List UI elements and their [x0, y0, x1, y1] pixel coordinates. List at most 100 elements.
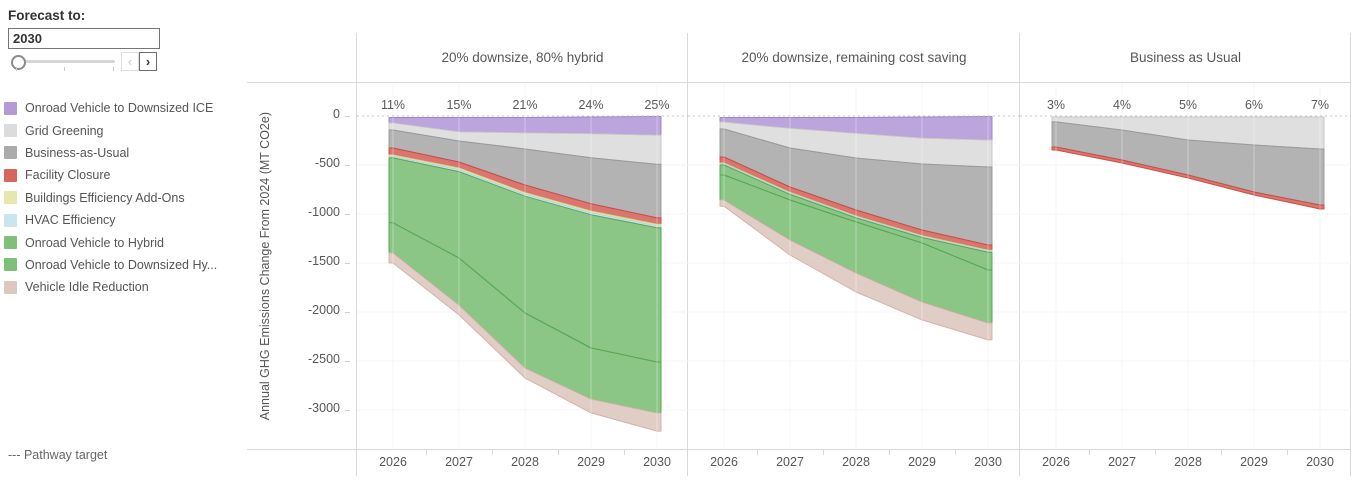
chevron-right-icon: › — [145, 54, 151, 69]
legend-item-label: Business-as-Usual — [25, 145, 130, 160]
forecast-filter-label: Forecast to: — [8, 8, 86, 23]
x-axis-tick — [757, 449, 758, 455]
chevron-left-icon: ‹ — [127, 54, 133, 69]
legend-swatch-icon — [4, 280, 17, 294]
legend-item[interactable]: Onroad Vehicle to Downsized Hy... — [4, 254, 254, 276]
legend-item[interactable]: Buildings Efficiency Add-Ons — [4, 187, 254, 209]
panel-title: 20% downsize, 80% hybrid — [441, 50, 604, 65]
x-axis-year-label: 2027 — [1108, 455, 1136, 469]
x-axis-tick — [624, 449, 625, 455]
x-axis-line — [247, 449, 1351, 450]
x-axis-tick — [889, 449, 890, 455]
legend-item-label: Buildings Efficiency Add-Ons — [25, 190, 185, 205]
y-tick-label: -2500 — [308, 352, 340, 366]
x-axis-year-label: 2028 — [1174, 455, 1202, 469]
legend-item-label: Onroad Vehicle to Downsized ICE — [25, 101, 214, 116]
color-legend: Onroad Vehicle to Downsized ICE Grid Gree… — [4, 97, 254, 299]
forecast-year-input[interactable] — [8, 28, 160, 49]
slider-next-button[interactable]: › — [139, 52, 157, 71]
x-axis-tick — [1221, 449, 1222, 455]
area-vehicle-idle-reduction[interactable] — [388, 252, 662, 432]
header-bottom-border — [247, 82, 1351, 83]
x-axis-year-label: 2026 — [710, 455, 738, 469]
x-axis-tick — [823, 449, 824, 455]
legend-item-label: Vehicle Idle Reduction — [25, 280, 149, 295]
slider-tick — [64, 67, 65, 71]
y-tick-label: -3000 — [308, 401, 340, 415]
x-axis-year-label: 2027 — [776, 455, 804, 469]
pathway-target-percent-label: 4% — [1113, 98, 1131, 112]
y-tick-mark — [345, 263, 350, 264]
x-axis-tick — [1155, 449, 1156, 455]
panel-divider — [1350, 33, 1351, 476]
pathway-target-percent-label: 6% — [1245, 98, 1263, 112]
legend-swatch-icon — [4, 146, 17, 160]
panel-divider — [687, 33, 688, 476]
slider-tick — [16, 67, 17, 71]
panel-divider — [356, 33, 357, 476]
pathway-target-note: --- Pathway target — [8, 448, 108, 462]
legend-item[interactable]: HVAC Efficiency — [4, 209, 254, 231]
x-axis-tick — [955, 449, 956, 455]
chart-plot-area: 11% 15% 21% 24% 25% — [357, 83, 688, 449]
x-axis-tick — [558, 449, 559, 455]
y-axis-title-wrap: Annual GHG Emissions Change From 2024 (M… — [252, 83, 278, 449]
pathway-target-percent-label: 5% — [1179, 98, 1197, 112]
x-axis-tick — [492, 449, 493, 455]
x-axis-year-label: 2030 — [974, 455, 1002, 469]
x-axis-year-label: 2027 — [445, 455, 473, 469]
pathway-target-percent-label: 25% — [644, 98, 669, 112]
y-tick-label: -500 — [314, 156, 340, 170]
panel-title: 20% downsize, remaining cost saving — [741, 50, 967, 65]
legend-item-label: HVAC Efficiency — [25, 213, 116, 228]
y-tick-label: -1500 — [308, 254, 340, 268]
y-tick-mark — [345, 214, 350, 215]
legend-item[interactable]: Business-as-Usual — [4, 142, 254, 164]
legend-swatch-icon — [4, 213, 17, 227]
pathway-target-percent-label: 21% — [512, 98, 537, 112]
x-axis-year-label: 2030 — [1306, 455, 1334, 469]
x-axis-tick — [1287, 449, 1288, 455]
x-axis-year-label: 2029 — [908, 455, 936, 469]
panel-divider — [1019, 33, 1020, 476]
legend-item[interactable]: Grid Greening — [4, 119, 254, 141]
y-tick-label: -1000 — [308, 205, 340, 219]
legend-swatch-icon — [4, 236, 17, 250]
x-axis-year-label: 2029 — [1240, 455, 1268, 469]
y-tick-mark — [345, 361, 350, 362]
x-axis-year-label: 2028 — [842, 455, 870, 469]
y-tick-mark — [345, 165, 350, 166]
legend-item-label: Grid Greening — [25, 123, 104, 138]
legend-swatch-icon — [4, 258, 17, 272]
legend-item[interactable]: Facility Closure — [4, 164, 254, 186]
y-tick-label: 0 — [333, 107, 340, 121]
legend-swatch-icon — [4, 124, 17, 138]
y-tick-mark — [345, 116, 350, 117]
pathway-target-percent-label: 15% — [446, 98, 471, 112]
chart-plot-area: 3% 4% 5% 6% 7% — [1020, 83, 1351, 449]
panel-title: Business as Usual — [1129, 50, 1242, 65]
area-vehicle-idle-reduction[interactable] — [719, 199, 993, 341]
chart-plot-area — [688, 83, 1020, 449]
legend-swatch-icon — [4, 101, 17, 115]
x-axis-year-label: 2026 — [379, 455, 407, 469]
x-axis-tick — [426, 449, 427, 455]
pathway-target-percent-label: 11% — [381, 98, 405, 112]
y-tick-label: -2000 — [308, 303, 340, 317]
pathway-target-percent-label: 24% — [578, 98, 603, 112]
y-tick-mark — [345, 410, 350, 411]
area-facility-closure[interactable] — [1051, 146, 1325, 210]
legend-item[interactable]: Onroad Vehicle to Downsized ICE — [4, 97, 254, 119]
y-axis-title: Annual GHG Emissions Change From 2024 (M… — [258, 111, 272, 421]
forecast-slider-handle[interactable] — [11, 55, 26, 70]
forecast-slider-track[interactable] — [13, 60, 115, 63]
x-axis-tick — [1089, 449, 1090, 455]
x-axis-year-label: 2026 — [1042, 455, 1070, 469]
legend-item[interactable]: Vehicle Idle Reduction — [4, 276, 254, 298]
y-tick-mark — [345, 312, 350, 313]
legend-item[interactable]: Onroad Vehicle to Hybrid — [4, 231, 254, 253]
legend-swatch-icon — [4, 191, 17, 205]
x-axis-year-label: 2030 — [643, 455, 671, 469]
slider-prev-button[interactable]: ‹ — [121, 52, 139, 71]
